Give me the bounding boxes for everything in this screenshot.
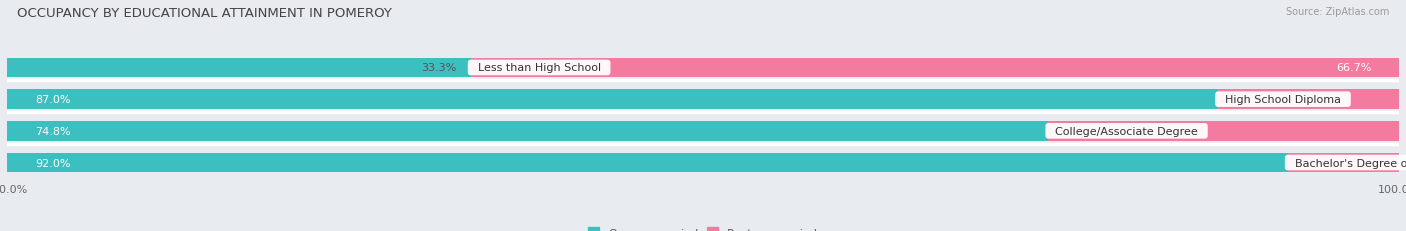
Bar bbox=[1049, 122, 1399, 141]
Bar bbox=[1288, 153, 1399, 173]
Text: Source: ZipAtlas.com: Source: ZipAtlas.com bbox=[1285, 7, 1389, 17]
Text: 74.8%: 74.8% bbox=[35, 126, 70, 136]
Text: 87.0%: 87.0% bbox=[35, 95, 70, 105]
Text: Less than High School: Less than High School bbox=[471, 63, 607, 73]
Text: High School Diploma: High School Diploma bbox=[1218, 95, 1348, 105]
Text: 92.0%: 92.0% bbox=[35, 158, 70, 168]
Text: 66.7%: 66.7% bbox=[1336, 63, 1371, 73]
Bar bbox=[471, 58, 1399, 78]
Bar bbox=[7, 90, 1399, 109]
Bar bbox=[7, 58, 1399, 78]
Bar bbox=[7, 153, 1399, 173]
Text: College/Associate Degree: College/Associate Degree bbox=[1049, 126, 1205, 136]
Text: OCCUPANCY BY EDUCATIONAL ATTAINMENT IN POMEROY: OCCUPANCY BY EDUCATIONAL ATTAINMENT IN P… bbox=[17, 7, 392, 20]
Bar bbox=[7, 122, 1049, 141]
Text: Bachelor's Degree or higher: Bachelor's Degree or higher bbox=[1288, 158, 1406, 168]
Bar bbox=[7, 122, 1399, 141]
Bar bbox=[1218, 90, 1399, 109]
Text: 33.3%: 33.3% bbox=[422, 63, 457, 73]
Bar bbox=[7, 90, 1218, 109]
Bar bbox=[7, 58, 471, 78]
Legend: Owner-occupied, Renter-occupied: Owner-occupied, Renter-occupied bbox=[583, 223, 823, 231]
Bar bbox=[7, 153, 1288, 173]
